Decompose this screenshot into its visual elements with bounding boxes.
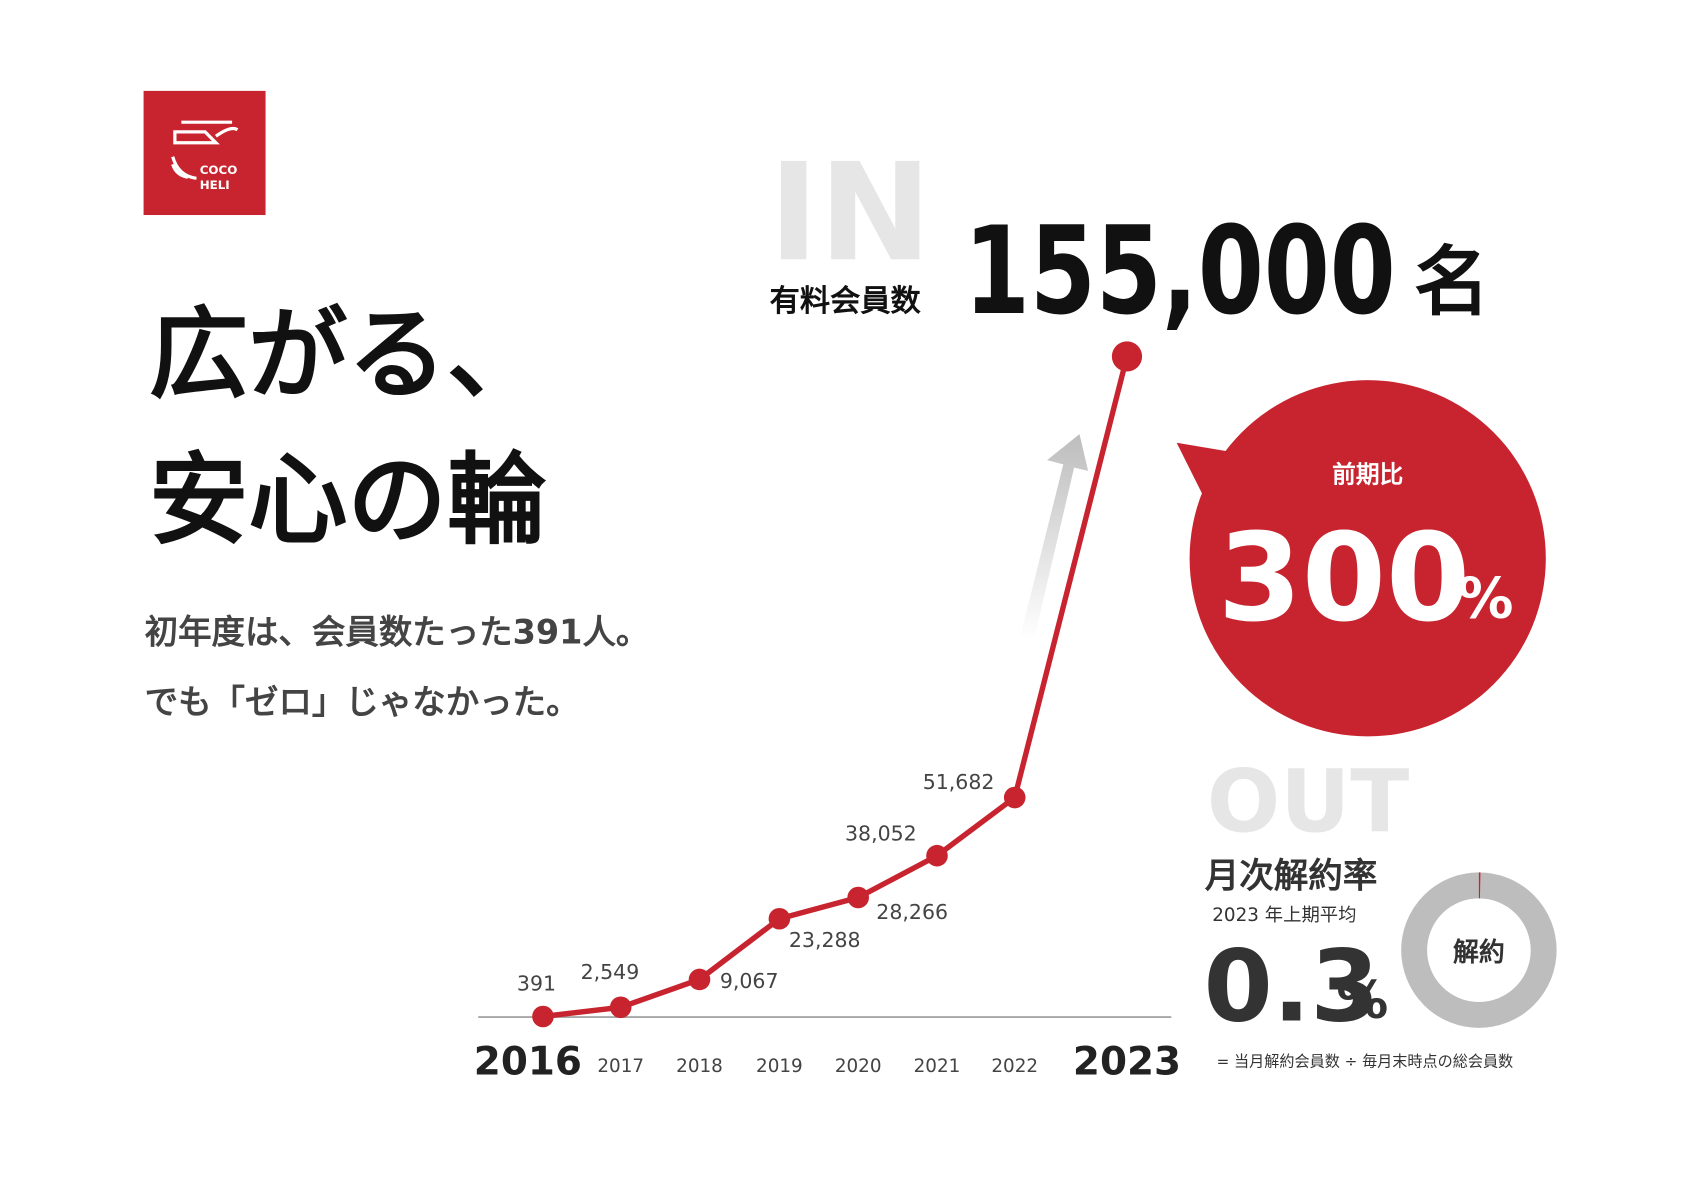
logo-box (143, 90, 266, 216)
bubble (1189, 380, 1546, 737)
growth-arrow (1020, 434, 1089, 640)
lead-text: 初年度は、会員数たった391人。 (145, 613, 650, 652)
value-label: 38,052 (845, 822, 917, 846)
point (768, 907, 791, 930)
value-label: 391 (517, 972, 556, 996)
x-tick-label: 2022 (991, 1056, 1038, 1077)
growth-label: 前期比 (1332, 461, 1403, 489)
value-label: 9,067 (720, 969, 779, 993)
logo: COCO HELI (143, 90, 266, 216)
point (532, 1005, 554, 1028)
x-tick-label: 2021 (914, 1056, 961, 1077)
headline-value: 155,000 (964, 201, 1396, 342)
x-tick-label: 2020 (835, 1056, 882, 1077)
point (609, 996, 632, 1019)
donut-label: 解約 (1453, 937, 1505, 968)
value-label: 51,682 (923, 770, 995, 794)
logo-text: HELI (200, 178, 230, 192)
growth-unit: % (1457, 567, 1513, 632)
x-tick-label: 2018 (676, 1056, 723, 1077)
unit: 名 (1414, 238, 1490, 326)
growth-value: 300 (1218, 508, 1470, 649)
point (926, 844, 948, 867)
logo-icon (171, 120, 239, 180)
out-label: OUT (1207, 752, 1410, 852)
value-label: 23,288 (789, 928, 861, 952)
x-tick-label: 2019 (756, 1056, 803, 1077)
logo-text: COCO (200, 163, 238, 177)
value-label: 2,549 (581, 960, 640, 984)
x-tick-label: 2017 (597, 1056, 644, 1077)
value-label: 28,266 (876, 900, 948, 924)
lead-text: でも「ゼロ」じゃなかった。 (145, 683, 580, 722)
footnote: = 当月解約会員数 ÷ 毎月末時点の総会員数 (1217, 1053, 1514, 1071)
line (542, 355, 1130, 1020)
point (1111, 341, 1143, 372)
point (688, 968, 711, 991)
x-tick-label: 2023 (1073, 1039, 1181, 1084)
x-tick-label: 2016 (474, 1039, 582, 1084)
point (847, 886, 869, 909)
period-label: 2023 年上期平均 (1212, 905, 1356, 926)
point (1003, 786, 1026, 809)
in-label: IN (769, 134, 932, 291)
headline: 広がる、 (149, 298, 546, 413)
headline: 安心の輪 (149, 444, 547, 559)
churn-unit: % (1336, 971, 1388, 1031)
growth-bubble: 前期比 300 % (1176, 380, 1546, 737)
churn-value: 0.3 (1204, 929, 1380, 1044)
metric-label: 有料会員数 (770, 284, 922, 319)
metric-label: 月次解約率 (1205, 857, 1378, 897)
